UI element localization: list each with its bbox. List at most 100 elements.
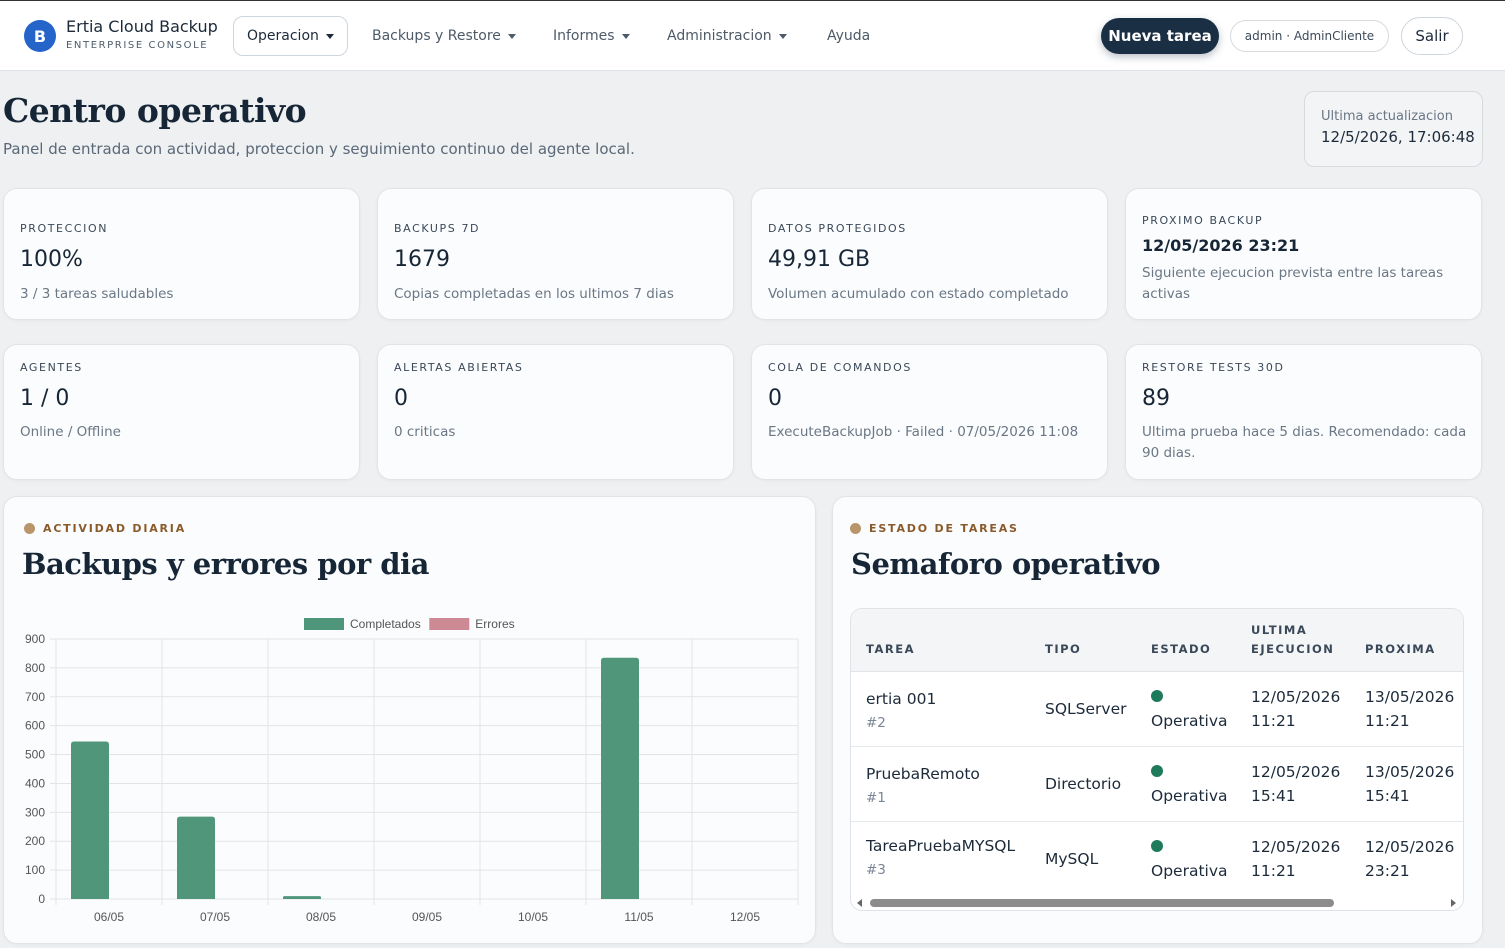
logo-letter: B	[33, 26, 47, 46]
col-ultima-ejecucion[interactable]: ULTIMA EJECUCION	[1251, 621, 1334, 659]
task-name[interactable]: TareaPruebaMYSQL	[866, 837, 1016, 855]
legend-swatch-0	[304, 618, 344, 630]
task-next-run: 12/05/2026 23:21	[1365, 835, 1454, 883]
tasks-table: TAREA TIPO ESTADO ULTIMA EJECUCION PROXI…	[850, 608, 1464, 911]
horizontal-scrollbar[interactable]	[851, 894, 1463, 910]
y-tick-label: 300	[25, 805, 45, 819]
stat-desc: Siguiente ejecucion prevista entre las t…	[1142, 265, 1444, 302]
kicker-dot-icon	[24, 523, 35, 534]
last-run-date: 12/05/2026	[1251, 688, 1341, 706]
last-run-time: 11:21	[1251, 862, 1296, 880]
stat-card-proximo-backup: PROXIMO BACKUP 12/05/2026 23:21 Siguient…	[1125, 188, 1482, 320]
stat-card-agentes: AGENTES 1 / 0 Online / Offline	[3, 344, 360, 480]
logout-button[interactable]: Salir	[1401, 17, 1463, 55]
stat-label: PROTECCION	[20, 222, 109, 235]
stat-card-cola-comandos: COLA DE COMANDOS 0 ExecuteBackupJob · Fa…	[751, 344, 1108, 480]
activity-panel: ACTIVIDAD DIARIA Backups y errores por d…	[3, 496, 816, 944]
table-row[interactable]: PruebaRemoto #1 Directorio Operativa 12/…	[851, 747, 1463, 822]
col-tipo[interactable]: TIPO	[1045, 642, 1082, 656]
task-id: #3	[866, 862, 886, 878]
user-badge[interactable]: admin · AdminCliente	[1230, 20, 1389, 52]
chevron-down-icon	[621, 33, 630, 39]
task-type: Directorio	[1045, 775, 1122, 793]
stat-value: 0	[768, 386, 782, 411]
last-update-value: 12/5/2026, 17:06:48	[1321, 128, 1475, 146]
status-dot-icon	[1151, 840, 1163, 852]
bar-completados	[177, 816, 215, 899]
nav-informes-label: Informes	[553, 28, 615, 44]
scroll-right-icon[interactable]	[1451, 899, 1456, 907]
stat-desc: Volumen acumulado con estado completado	[768, 286, 1069, 302]
x-tick-label: 10/05	[518, 910, 548, 924]
legend-label-0: Completados	[350, 617, 421, 631]
nav-ayuda-label: Ayuda	[827, 28, 871, 44]
stat-value: 12/05/2026 23:21	[1142, 236, 1300, 255]
chevron-down-icon	[778, 33, 787, 39]
stat-label: COLA DE COMANDOS	[768, 361, 912, 374]
brand-subtitle: ENTERPRISE CONSOLE	[66, 40, 209, 51]
stat-desc: Online / Offline	[20, 424, 121, 440]
stat-label: AGENTES	[20, 361, 83, 374]
scroll-left-icon[interactable]	[857, 899, 862, 907]
y-tick-label: 100	[25, 863, 45, 877]
stat-value: 89	[1142, 386, 1170, 411]
tasks-panel: ESTADO DE TAREAS Semaforo operativo TARE…	[832, 496, 1483, 944]
kicker-dot-icon	[850, 523, 861, 534]
stat-desc: 0 criticas	[394, 424, 456, 440]
last-update-box: Ultima actualizacion 12/5/2026, 17:06:48	[1304, 91, 1483, 167]
stat-label: PROXIMO BACKUP	[1142, 214, 1264, 227]
tasks-kicker-label: ESTADO DE TAREAS	[869, 522, 1019, 535]
col-tarea[interactable]: TAREA	[866, 642, 915, 656]
stat-desc: ExecuteBackupJob · Failed · 07/05/2026 1…	[768, 424, 1079, 440]
page-subtitle: Panel de entrada con actividad, protecci…	[3, 140, 635, 158]
nav-operacion[interactable]: Operacion	[233, 16, 348, 56]
nav-ayuda[interactable]: Ayuda	[827, 28, 870, 44]
top-navbar: B Ertia Cloud Backup ENTERPRISE CONSOLE …	[0, 0, 1505, 71]
col-ultima-line2: EJECUCION	[1251, 642, 1335, 656]
legend-swatch-1	[429, 618, 470, 630]
nav-backups-restore-label: Backups y Restore	[372, 28, 501, 44]
stat-label: RESTORE TESTS 30D	[1142, 361, 1285, 374]
brand-title[interactable]: Ertia Cloud Backup	[66, 17, 218, 36]
nav-informes[interactable]: Informes	[553, 28, 630, 44]
page-title: Centro operativo	[3, 91, 307, 130]
task-status: Operativa	[1151, 787, 1228, 805]
task-id: #1	[866, 790, 886, 806]
task-name[interactable]: ertia 001	[866, 690, 937, 708]
col-estado[interactable]: ESTADO	[1151, 642, 1212, 656]
next-run-time: 11:21	[1365, 712, 1410, 730]
task-next-run: 13/05/2026 11:21	[1365, 685, 1454, 733]
table-row[interactable]: ertia 001 #2 SQLServer Operativa 12/05/2…	[851, 672, 1463, 747]
status-dot-icon	[1151, 765, 1163, 777]
stat-value: 1 / 0	[20, 386, 70, 411]
stat-card-alertas: ALERTAS ABIERTAS 0 0 criticas	[377, 344, 734, 480]
task-name[interactable]: PruebaRemoto	[866, 765, 980, 783]
stat-card-backups-7d: BACKUPS 7D 1679 Copias completadas en lo…	[377, 188, 734, 320]
nav-administracion[interactable]: Administracion	[667, 28, 787, 44]
nav-backups-restore[interactable]: Backups y Restore	[372, 28, 516, 44]
new-task-button[interactable]: Nueva tarea	[1101, 18, 1219, 54]
scrollbar-thumb[interactable]	[870, 899, 1334, 907]
x-tick-label: 08/05	[306, 910, 336, 924]
brand-logo-icon[interactable]: B	[24, 20, 56, 52]
last-run-time: 11:21	[1251, 712, 1296, 730]
table-row[interactable]: TareaPruebaMYSQL #3 MySQL Operativa 12/0…	[851, 822, 1463, 897]
y-tick-label: 500	[25, 748, 45, 762]
y-tick-label: 0	[38, 892, 45, 906]
next-run-time: 15:41	[1365, 787, 1410, 805]
stat-desc: Copias completadas en los ultimos 7 dias	[394, 286, 674, 302]
task-last-run: 12/05/2026 11:21	[1251, 835, 1340, 883]
last-run-date: 12/05/2026	[1251, 838, 1341, 856]
tasks-kicker: ESTADO DE TAREAS	[850, 522, 1019, 535]
bar-completados	[71, 741, 109, 899]
col-ultima-line1: ULTIMA	[1251, 623, 1308, 637]
stat-label: DATOS PROTEGIDOS	[768, 222, 907, 235]
stat-value: 100%	[20, 247, 83, 272]
task-type: SQLServer	[1045, 700, 1127, 718]
col-proxima[interactable]: PROXIMA	[1365, 642, 1436, 656]
chevron-down-icon	[507, 33, 516, 39]
tasks-title: Semaforo operativo	[851, 547, 1161, 581]
bar-completados	[283, 896, 321, 899]
stat-value: 1679	[394, 247, 450, 272]
task-type: MySQL	[1045, 850, 1099, 868]
